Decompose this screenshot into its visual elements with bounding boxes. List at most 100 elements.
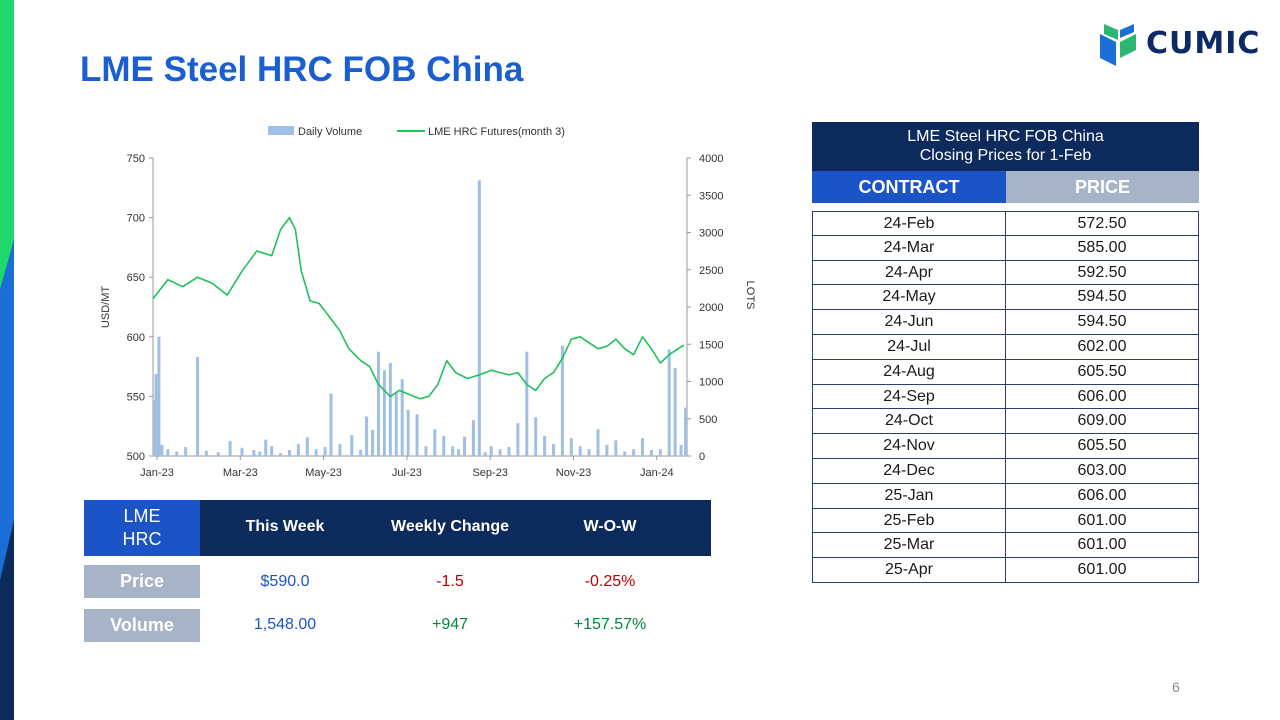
x-tick-label: Sep-23 — [472, 467, 507, 479]
volume-bar — [543, 435, 547, 456]
contract-cell: 24-Jul — [813, 334, 1006, 359]
volume-bar — [382, 370, 386, 456]
volume-bar — [415, 414, 419, 456]
legend-volume-swatch — [268, 126, 294, 135]
right-tick-label: 4000 — [699, 153, 723, 165]
price-row: 24-Feb 572.50 — [812, 211, 1199, 236]
price-cell: 603.00 — [1077, 461, 1127, 479]
price-cell: 594.50 — [1077, 288, 1127, 306]
y-axis-label-right: LOTS — [744, 281, 756, 310]
y-axis-label-left: USD/MT — [100, 286, 112, 328]
closing-prices-rows: 24-Feb 572.50 24-Mar 585.00 24-Apr 592.50 24-M… — [812, 211, 1199, 583]
col-this-week: This Week — [245, 518, 325, 535]
volume-bar — [216, 452, 220, 456]
price-row: 24-Mar 585.00 — [812, 235, 1199, 261]
volume-bar — [371, 429, 375, 456]
volume-bar — [560, 345, 564, 456]
summary-header: LME HRC This Week Weekly Change W-O-W — [84, 500, 711, 556]
x-tick-label: May-23 — [305, 467, 342, 479]
volume-bar — [679, 444, 683, 456]
closing-prices-title: LME Steel HRC FOB China Closing Prices f… — [812, 122, 1199, 171]
closing-prices-title-line2: Closing Prices for 1-Feb — [919, 147, 1092, 164]
left-tick-label: 700 — [127, 213, 145, 225]
row-label-price: Price — [84, 565, 200, 598]
contract-cell: 25-Feb — [813, 508, 1006, 533]
logo-mark-icon — [1100, 24, 1136, 66]
volume-bar — [154, 374, 158, 456]
price-cell: 609.00 — [1077, 412, 1127, 430]
volume-bar — [175, 451, 179, 456]
price-row: 25-Jan 606.00 — [812, 483, 1199, 509]
price-row: 25-Apr 601.00 — [812, 558, 1199, 583]
left-tick-label: 650 — [127, 272, 145, 284]
right-tick-label: 500 — [699, 414, 717, 426]
right-tick-label: 3000 — [699, 228, 723, 240]
col-contract: CONTRACT — [812, 171, 1006, 203]
col-weekly-change: Weekly Change — [391, 518, 509, 535]
price-row: 24-Aug 605.50 — [812, 359, 1199, 385]
contract-cell: 24-May — [813, 285, 1006, 310]
volume-bar — [388, 362, 392, 456]
volume-bar — [365, 416, 369, 456]
volume-bar — [525, 351, 529, 456]
volume-bar — [623, 451, 627, 456]
volume-bar — [534, 417, 538, 456]
left-tick-label: 600 — [127, 332, 145, 344]
volume-bar — [160, 444, 164, 456]
volume-bar — [451, 446, 455, 456]
price-cell: 572.50 — [1077, 215, 1127, 232]
legend-volume-label: Daily Volume — [298, 126, 362, 138]
volume-bar — [264, 439, 268, 456]
price-row: 24-Sep 606.00 — [812, 384, 1199, 410]
price-row: 24-Nov 605.50 — [812, 434, 1199, 459]
price-cell: 601.00 — [1077, 511, 1127, 529]
volume-bar — [228, 441, 232, 456]
volume-bar — [587, 449, 591, 456]
volume-bar — [641, 438, 644, 456]
col-price: PRICE — [1006, 171, 1199, 203]
left-accent-bar — [0, 0, 14, 720]
volume-bar — [649, 450, 653, 456]
volume-bar — [184, 447, 188, 456]
volume-bar — [258, 451, 262, 456]
volume-bar — [166, 449, 170, 456]
volume-bar — [632, 449, 636, 456]
x-tick-label: Jul-23 — [392, 467, 422, 479]
price-row: 24-Apr 592.50 — [812, 260, 1199, 286]
contract-cell: 24-Sep — [813, 384, 1006, 409]
price-line — [152, 216, 685, 400]
price-row: 24-May 594.50 — [812, 285, 1199, 311]
volume-bar — [614, 440, 618, 456]
volume-bar — [442, 435, 446, 456]
volume-bar — [673, 368, 677, 456]
price-cell: 605.50 — [1077, 362, 1127, 380]
cumic-logo: CUMIC — [1098, 20, 1261, 70]
left-tick-label: 550 — [127, 391, 145, 403]
volume-bar — [471, 420, 475, 456]
summary-header-line1: LME — [123, 506, 161, 526]
volume-bar — [400, 379, 404, 456]
volume-bar — [338, 444, 342, 456]
volume-bar — [463, 436, 466, 456]
price-row: 24-Jun 594.50 — [812, 310, 1199, 335]
volume-bar — [605, 444, 609, 456]
contract-cell: 24-Dec — [813, 458, 1006, 483]
x-tick-label: Jan-24 — [640, 467, 674, 479]
price-row: 25-Mar 601.00 — [812, 533, 1199, 559]
volume-this-week: 1,548.00 — [253, 616, 317, 633]
summary-header-label: LME HRC — [84, 500, 200, 556]
volume-bar — [376, 351, 380, 456]
closing-prices-title-line1: LME Steel HRC FOB China — [907, 128, 1104, 145]
volume-bar — [350, 435, 354, 456]
volume-bar — [196, 356, 199, 456]
price-cell: 606.00 — [1077, 486, 1127, 504]
logo-text: CUMIC — [1146, 26, 1261, 61]
volume-bar — [483, 452, 487, 456]
volume-bar — [489, 446, 493, 456]
volume-bar — [296, 444, 300, 456]
contract-cell: 24-Apr — [813, 260, 1006, 285]
volume-bar — [658, 449, 662, 456]
volume-bar — [204, 450, 208, 456]
right-tick-label: 1500 — [699, 339, 723, 351]
contract-cell: 24-Feb — [813, 212, 1006, 235]
